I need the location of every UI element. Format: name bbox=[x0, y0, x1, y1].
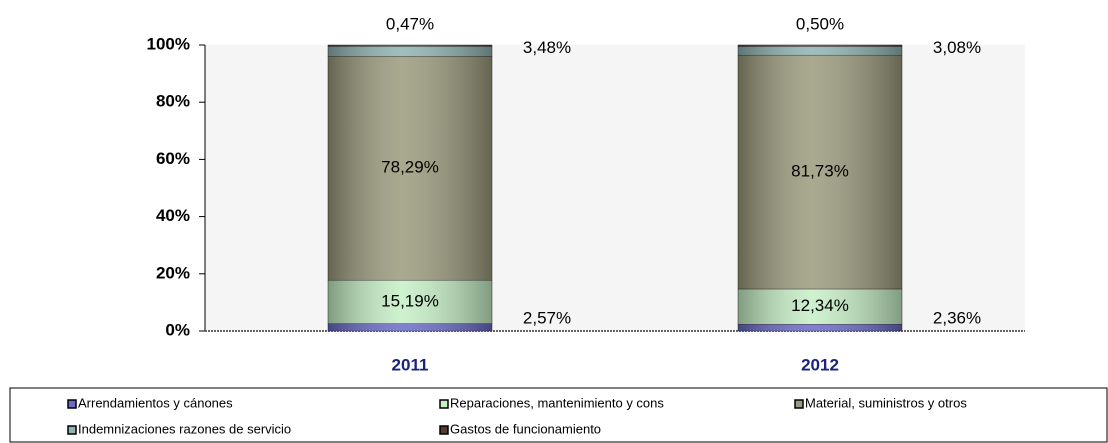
legend-marker bbox=[67, 425, 77, 435]
value-label: 78,29% bbox=[381, 158, 439, 177]
bar-shade bbox=[738, 324, 902, 331]
value-label: 0,50% bbox=[796, 14, 844, 33]
legend-marker bbox=[67, 399, 77, 409]
value-label: 2,36% bbox=[933, 308, 981, 327]
bar-shade bbox=[328, 323, 492, 331]
bar-shade bbox=[328, 280, 492, 324]
legend-label: Arrendamientos y cánones bbox=[78, 395, 233, 410]
legend-marker bbox=[794, 399, 804, 409]
bar-shade bbox=[738, 46, 902, 56]
y-tick-label: 100% bbox=[147, 34, 190, 53]
legend-label: Material, suministros y otros bbox=[805, 395, 967, 410]
y-tick-label: 80% bbox=[156, 92, 190, 111]
legend-label: Reparaciones, mantenimiento y cons bbox=[450, 395, 664, 410]
legend-marker bbox=[439, 425, 449, 435]
legend-box bbox=[9, 387, 1108, 443]
bar-shade bbox=[328, 45, 492, 47]
legend-marker bbox=[439, 399, 449, 409]
y-tick-label: 20% bbox=[156, 263, 190, 282]
value-label: 3,48% bbox=[523, 38, 571, 57]
bar-shade bbox=[738, 288, 902, 325]
bar-shade bbox=[328, 46, 492, 57]
value-label: 15,19% bbox=[381, 291, 439, 310]
bar-shade bbox=[738, 44, 902, 47]
bar-shade bbox=[738, 55, 902, 289]
y-tick-label: 40% bbox=[156, 206, 190, 225]
value-label: 2,57% bbox=[523, 308, 571, 327]
y-tick-label: 0% bbox=[165, 320, 190, 339]
value-label: 3,08% bbox=[933, 38, 981, 57]
value-label: 12,34% bbox=[791, 296, 849, 315]
bar-shade bbox=[328, 56, 492, 281]
legend-label: Gastos de funcionamiento bbox=[450, 421, 601, 436]
x-tick-label: 2012 bbox=[801, 355, 839, 374]
legend-label: Indemnizaciones razones de servicio bbox=[78, 421, 291, 436]
x-tick-label: 2011 bbox=[392, 355, 429, 374]
value-label: 81,73% bbox=[791, 162, 849, 181]
y-tick-label: 60% bbox=[156, 149, 190, 168]
value-label: 0,47% bbox=[386, 14, 434, 33]
